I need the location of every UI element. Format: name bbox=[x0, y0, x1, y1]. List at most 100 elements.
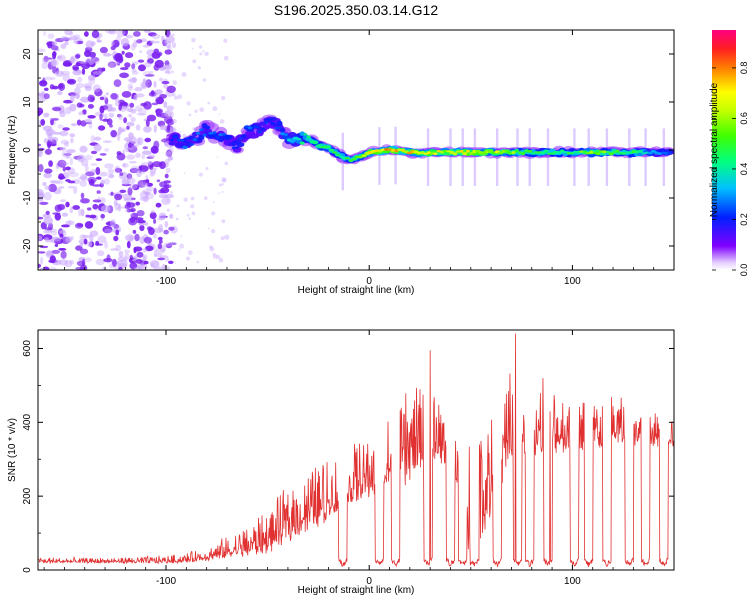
ridge-blob bbox=[335, 153, 341, 157]
x-tick-label: -100 bbox=[156, 576, 176, 587]
noise-blob bbox=[68, 185, 75, 189]
noise-speck bbox=[183, 172, 186, 175]
noise-blob bbox=[50, 45, 59, 51]
noise-speck bbox=[165, 158, 171, 164]
noise-speck bbox=[212, 201, 215, 204]
ridge-blob bbox=[397, 148, 403, 151]
noise-blob bbox=[145, 191, 149, 197]
ridge-blob bbox=[185, 137, 192, 140]
ridge-blob bbox=[205, 126, 211, 129]
ridge-blob bbox=[212, 131, 217, 135]
noise-blob bbox=[52, 65, 57, 74]
noise-speck bbox=[196, 260, 199, 264]
ridge-blob bbox=[299, 141, 305, 145]
noise-blob bbox=[74, 222, 84, 229]
noise-blob bbox=[60, 250, 67, 259]
ridge-blob bbox=[198, 128, 204, 131]
noise-blob bbox=[51, 236, 61, 242]
noise-blob bbox=[156, 179, 161, 183]
noise-blob bbox=[104, 163, 114, 169]
noise-blob bbox=[131, 70, 139, 75]
noise-blob bbox=[164, 173, 169, 179]
noise-blob bbox=[161, 80, 170, 85]
noise-speck bbox=[221, 219, 226, 224]
noise-blob bbox=[84, 50, 91, 57]
y-tick-label: 400 bbox=[22, 414, 33, 431]
noise-speck bbox=[194, 109, 198, 113]
ridge-blob bbox=[413, 150, 419, 154]
ridge-blob bbox=[452, 152, 458, 156]
noise-blob bbox=[172, 42, 176, 49]
noise-blob bbox=[105, 92, 110, 96]
noise-blob bbox=[38, 216, 44, 220]
noise-speck bbox=[179, 131, 182, 134]
ridge-blob bbox=[247, 133, 260, 139]
noise-blob bbox=[130, 117, 136, 122]
noise-blob bbox=[118, 266, 123, 270]
ridge-blob bbox=[511, 151, 516, 154]
noise-blob bbox=[106, 118, 113, 126]
noise-blob bbox=[114, 168, 123, 173]
ridge-blob bbox=[562, 151, 569, 154]
noise-blob bbox=[85, 257, 92, 263]
noise-blob bbox=[131, 197, 136, 201]
noise-speck bbox=[208, 227, 210, 230]
noise-blob bbox=[145, 179, 150, 184]
noise-blob bbox=[104, 228, 112, 234]
noise-blob bbox=[72, 205, 80, 210]
noise-blob bbox=[118, 126, 123, 135]
ridge-blob bbox=[423, 152, 428, 155]
noise-blob bbox=[101, 105, 109, 111]
ridge-blob bbox=[283, 133, 288, 136]
noise-blob bbox=[85, 214, 91, 218]
ridge-blob bbox=[637, 149, 643, 153]
noise-blob bbox=[94, 88, 103, 97]
noise-blob bbox=[91, 30, 100, 39]
noise-blob bbox=[43, 191, 52, 201]
noise-blob bbox=[44, 227, 53, 231]
noise-blob bbox=[61, 212, 69, 217]
noise-blob bbox=[42, 125, 53, 132]
noise-blob bbox=[136, 137, 142, 144]
noise-blob bbox=[127, 187, 133, 196]
noise-blob bbox=[51, 59, 57, 66]
ridge-blob bbox=[218, 133, 224, 137]
noise-blob bbox=[79, 173, 88, 182]
noise-speck bbox=[211, 211, 216, 216]
noise-blob bbox=[128, 113, 132, 118]
noise-blob bbox=[164, 110, 172, 118]
noise-blob bbox=[168, 226, 175, 231]
noise-blob bbox=[163, 229, 169, 235]
noise-blob bbox=[129, 102, 135, 108]
noise-blob bbox=[65, 166, 71, 171]
noise-blob bbox=[155, 96, 164, 105]
noise-blob bbox=[163, 265, 171, 270]
noise-blob bbox=[116, 152, 126, 161]
noise-speck bbox=[169, 191, 173, 194]
noise-blob bbox=[162, 84, 169, 89]
ridge-blob bbox=[579, 150, 585, 153]
noise-blob bbox=[130, 165, 140, 174]
noise-blob bbox=[96, 39, 103, 43]
ridge-blob bbox=[303, 133, 308, 136]
noise-blob bbox=[118, 171, 128, 180]
noise-blob bbox=[54, 204, 62, 212]
noise-blob bbox=[129, 213, 134, 217]
noise-blob bbox=[85, 171, 95, 177]
noise-blob bbox=[78, 208, 82, 217]
noise-blob bbox=[59, 233, 64, 238]
noise-speck bbox=[165, 65, 168, 68]
noise-blob bbox=[70, 94, 75, 102]
noise-blob bbox=[168, 242, 177, 246]
noise-blob bbox=[153, 124, 157, 133]
noise-blob bbox=[69, 31, 74, 36]
noise-blob bbox=[119, 172, 124, 176]
noise-speck bbox=[186, 213, 190, 217]
noise-blob bbox=[95, 158, 103, 162]
noise-blob bbox=[65, 201, 70, 208]
noise-blob bbox=[122, 162, 129, 168]
noise-blob bbox=[150, 90, 155, 96]
noise-blob bbox=[142, 188, 152, 195]
ridge-blob bbox=[566, 151, 571, 155]
noise-speck bbox=[218, 183, 222, 187]
